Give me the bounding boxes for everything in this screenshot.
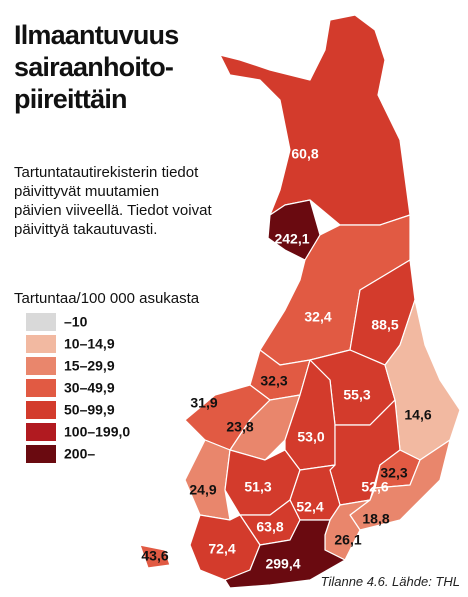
legend-label: –10 xyxy=(64,314,88,330)
legend-swatch xyxy=(26,335,56,353)
region-label: 55,3 xyxy=(343,387,370,403)
region-label: 60,8 xyxy=(291,146,318,162)
regions xyxy=(139,14,461,589)
region-label: 18,8 xyxy=(362,511,389,527)
legend-label: 50–99,9 xyxy=(64,402,115,418)
legend-swatch xyxy=(26,379,56,397)
legend-label: 10–14,9 xyxy=(64,336,115,352)
region-label: 63,8 xyxy=(256,519,283,535)
region-label: 23,8 xyxy=(226,419,253,435)
region-label: 88,5 xyxy=(371,317,398,333)
region-label: 299,4 xyxy=(265,556,300,572)
region xyxy=(219,14,411,226)
legend: –10 10–14,9 15–29,9 30–49,9 50–99,9 100–199,0… xyxy=(26,313,130,463)
legend-label: 200– xyxy=(64,446,95,462)
legend-label: 15–29,9 xyxy=(64,358,115,374)
source: Tilanne 4.6. Lähde: THL xyxy=(321,574,460,589)
region-label: 72,4 xyxy=(208,541,235,557)
title-line: piireittäin xyxy=(14,84,127,114)
note-line: päivien viiveellä. Tiedot voivat xyxy=(14,202,212,219)
legend-swatch xyxy=(26,313,56,331)
legend-title: Tartuntaa/100 000 asukasta xyxy=(14,290,200,307)
region-label: 32,3 xyxy=(380,465,407,481)
region-labels: 60,8 242,1 32,4 88,5 32,3 31,9 23,8 55,3 53,0 14,… xyxy=(141,146,431,572)
legend-label: 30–49,9 xyxy=(64,380,115,396)
region xyxy=(224,519,346,589)
region-label: 31,9 xyxy=(190,395,217,411)
note-line: päivittyvät muutamien xyxy=(14,183,159,200)
region-label: 51,3 xyxy=(244,479,271,495)
legend-swatch xyxy=(26,401,56,419)
legend-swatch xyxy=(26,357,56,375)
region-label: 26,1 xyxy=(334,532,361,548)
note-line: Tartuntatautirekisterin tiedot xyxy=(14,164,199,181)
legend-swatch xyxy=(26,423,56,441)
region xyxy=(184,439,231,521)
region-label: 32,3 xyxy=(260,373,287,389)
region xyxy=(139,544,171,569)
legend-label: 100–199,0 xyxy=(64,424,130,440)
note-line: päivittyä takautuvasti. xyxy=(14,221,157,238)
region-label: 14,6 xyxy=(404,407,431,423)
legend-swatch xyxy=(26,445,56,463)
title-line: sairaanhoito- xyxy=(14,52,173,82)
region-label: 43,6 xyxy=(141,548,168,564)
region-label: 52,6 xyxy=(361,479,388,495)
region-label: 24,9 xyxy=(189,482,216,498)
region-label: 53,0 xyxy=(297,429,324,445)
title-line: Ilmaantuvuus xyxy=(14,20,178,50)
region-label: 32,4 xyxy=(304,309,331,325)
region-label: 52,4 xyxy=(296,499,323,515)
region-label: 242,1 xyxy=(274,231,309,247)
